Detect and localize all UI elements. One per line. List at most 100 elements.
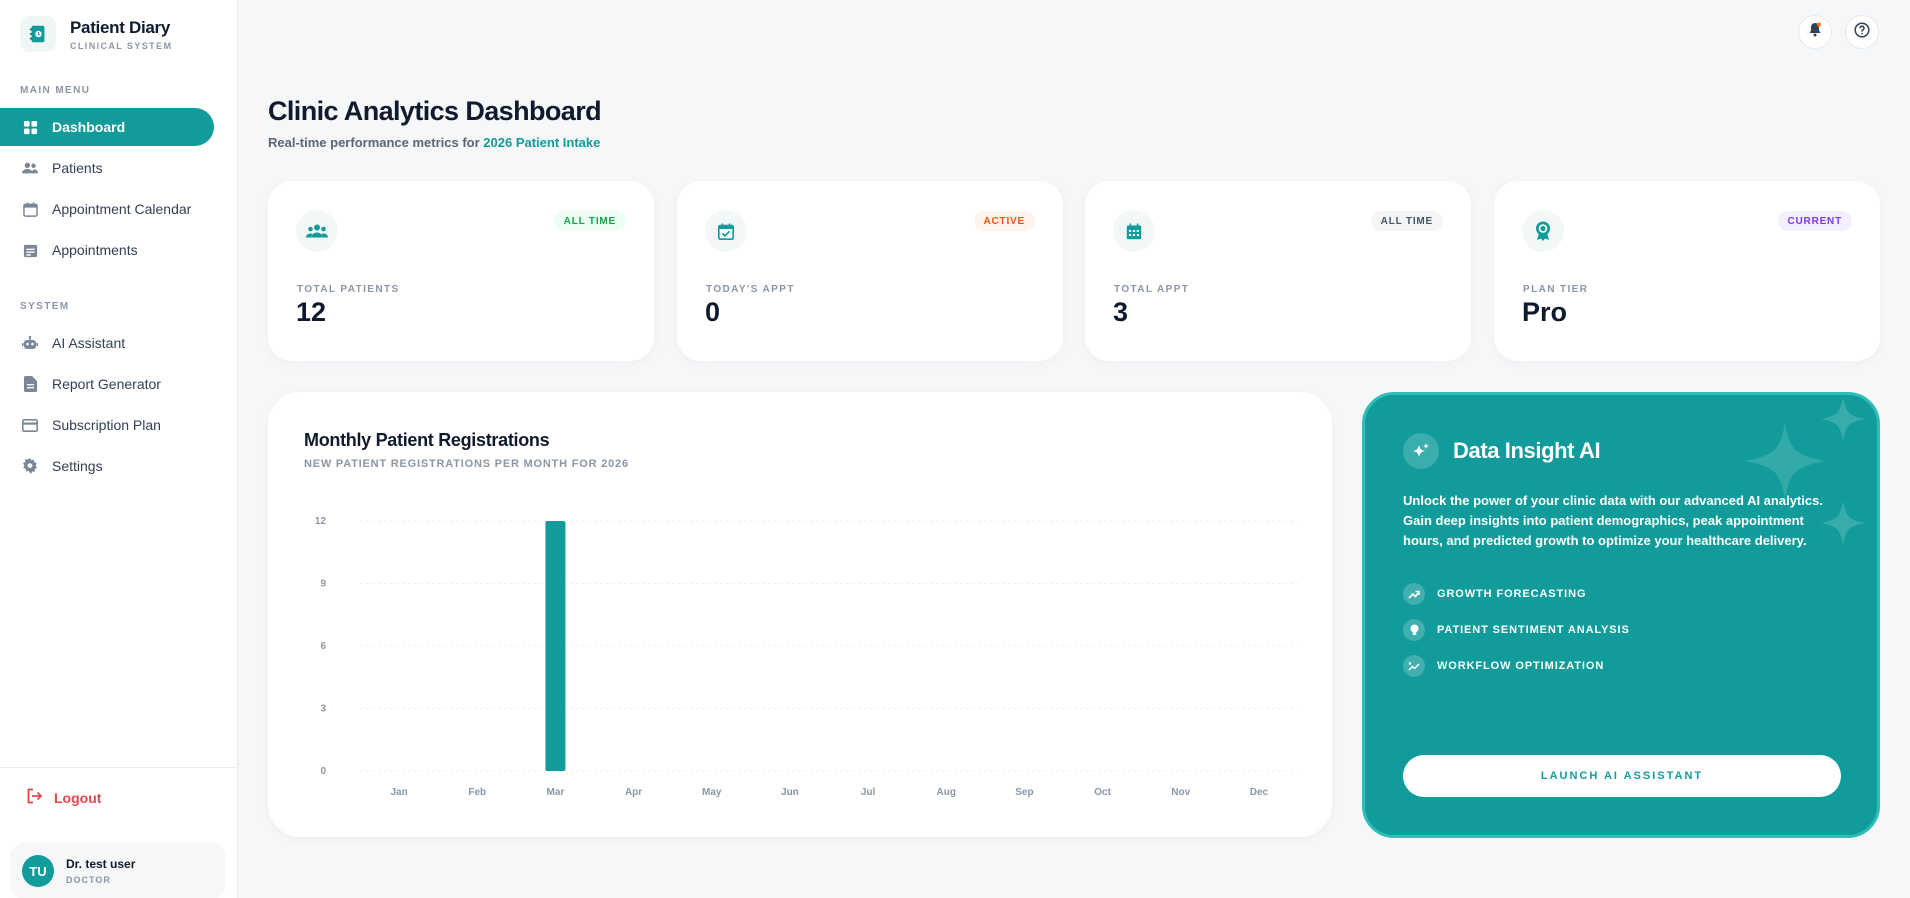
stat-label: TODAY'S APPT xyxy=(706,284,795,295)
monthly-registrations-chart-card: Monthly Patient Registrations NEW PATIEN… xyxy=(268,392,1332,837)
x-tick-label: May xyxy=(702,787,722,798)
trend-up-icon xyxy=(1403,583,1425,605)
sidebar-item-dashboard[interactable]: Dashboard xyxy=(0,108,214,146)
calendar-grid-icon xyxy=(1113,210,1155,252)
people-icon xyxy=(22,160,38,176)
document-icon xyxy=(22,376,38,392)
y-tick-label: 3 xyxy=(320,704,326,715)
sidebar-item-settings[interactable]: Settings xyxy=(0,447,214,485)
y-tick-label: 0 xyxy=(320,766,326,777)
stat-label: TOTAL APPT xyxy=(1114,284,1190,295)
sidebar-item-subscription-plan[interactable]: Subscription Plan xyxy=(0,406,214,444)
bell-icon xyxy=(1808,22,1822,42)
calendar-check-icon xyxy=(705,210,747,252)
sidebar-item-appointments[interactable]: Appointments xyxy=(0,231,214,269)
ai-feature-workflow-optimization: WORKFLOW OPTIMIZATION xyxy=(1403,655,1604,677)
status-badge: CURRENT xyxy=(1777,211,1852,231)
ai-feature-label: GROWTH FORECASTING xyxy=(1437,588,1587,600)
x-tick-label: Jul xyxy=(861,787,876,798)
sidebar: Patient Diary CLINICAL SYSTEM MAIN MENU … xyxy=(0,0,238,898)
main-menu-label: MAIN MENU xyxy=(20,85,91,96)
page-subtitle-highlight[interactable]: 2026 Patient Intake xyxy=(483,135,601,150)
stat-card-total-appt: ALL TIME TOTAL APPT 3 xyxy=(1085,181,1471,361)
credit-card-icon xyxy=(22,417,38,433)
ai-card-header: Data Insight AI xyxy=(1403,433,1601,469)
user-name: Dr. test user xyxy=(66,857,136,871)
user-profile-card[interactable]: TU Dr. test user DOCTOR xyxy=(10,843,226,898)
x-tick-label: Nov xyxy=(1171,787,1190,798)
x-tick-label: Apr xyxy=(625,787,642,798)
x-tick-label: Feb xyxy=(468,787,486,798)
stat-value: Pro xyxy=(1522,297,1568,327)
x-tick-label: Dec xyxy=(1250,787,1269,798)
ai-feature-label: PATIENT SENTIMENT ANALYSIS xyxy=(1437,624,1630,636)
sidebar-item-label: Report Generator xyxy=(52,376,161,392)
x-tick-label: Jan xyxy=(390,787,407,798)
grid-icon xyxy=(22,119,38,135)
sidebar-item-patients[interactable]: Patients xyxy=(0,149,214,187)
help-button[interactable] xyxy=(1845,15,1879,49)
x-tick-label: Jun xyxy=(781,787,799,798)
stat-label: PLAN TIER xyxy=(1523,284,1589,295)
diary-logo-icon xyxy=(20,16,56,52)
logout-icon xyxy=(26,788,43,807)
sidebar-item-label: Patients xyxy=(52,160,103,176)
stat-card-todays-appt: ACTIVE TODAY'S APPT 0 xyxy=(677,181,1063,361)
page-subtitle-prefix: Real-time performance metrics for xyxy=(268,135,484,150)
stat-value: 0 xyxy=(705,297,721,327)
ai-card-description: Unlock the power of your clinic data wit… xyxy=(1403,493,1823,548)
help-icon xyxy=(1854,21,1870,43)
user-role: DOCTOR xyxy=(66,875,111,885)
data-insight-ai-card: Data Insight AI Unlock the power of your… xyxy=(1362,392,1880,838)
lightbulb-icon xyxy=(1403,619,1425,641)
y-tick-label: 12 xyxy=(315,516,327,527)
y-tick-label: 9 xyxy=(320,579,326,590)
stat-value: 3 xyxy=(1113,297,1129,327)
sidebar-item-label: Appointments xyxy=(52,242,138,258)
status-badge: ACTIVE xyxy=(973,211,1035,231)
sidebar-item-label: Settings xyxy=(52,458,103,474)
ai-feature-patient-sentiment-analysis: PATIENT SENTIMENT ANALYSIS xyxy=(1403,619,1630,641)
sidebar-item-ai-assistant[interactable]: AI Assistant xyxy=(0,324,214,362)
x-tick-label: Mar xyxy=(547,787,565,798)
chart-subtitle: NEW PATIENT REGISTRATIONS PER MONTH FOR … xyxy=(304,458,629,470)
launch-ai-assistant-button[interactable]: LAUNCH AI ASSISTANT xyxy=(1403,755,1841,797)
brand-subtitle: CLINICAL SYSTEM xyxy=(70,40,173,51)
award-icon xyxy=(1522,210,1564,252)
sidebar-item-label: AI Assistant xyxy=(52,335,126,351)
sidebar-item-appointment-calendar[interactable]: Appointment Calendar xyxy=(0,190,214,228)
y-tick-label: 6 xyxy=(320,641,326,652)
stat-value: 12 xyxy=(296,297,327,327)
list-calendar-icon xyxy=(22,242,38,258)
x-tick-label: Sep xyxy=(1015,787,1033,798)
stat-card-plan-tier: CURRENT PLAN TIER Pro xyxy=(1494,181,1880,361)
robot-icon xyxy=(22,335,38,351)
system-label: SYSTEM xyxy=(20,301,70,312)
sidebar-item-label: Subscription Plan xyxy=(52,417,161,433)
sidebar-item-report-generator[interactable]: Report Generator xyxy=(0,365,214,403)
brand[interactable]: Patient Diary CLINICAL SYSTEM xyxy=(20,16,172,52)
calendar-icon xyxy=(22,201,38,217)
logout-button[interactable]: Logout xyxy=(26,788,101,807)
bar xyxy=(545,521,566,771)
stat-label: TOTAL PATIENTS xyxy=(297,284,400,295)
ai-feature-growth-forecasting: GROWTH FORECASTING xyxy=(1403,583,1586,605)
status-badge: ALL TIME xyxy=(1370,211,1443,231)
ai-card-title: Data Insight AI xyxy=(1453,438,1601,463)
ai-feature-label: WORKFLOW OPTIMIZATION xyxy=(1437,660,1605,672)
page-title: Clinic Analytics Dashboard xyxy=(268,96,602,126)
x-tick-label: Oct xyxy=(1094,787,1111,798)
gear-icon xyxy=(22,458,38,474)
bar-chart: 0 3 6 9 12 Jan Feb Mar Apr May Jun Jul Aug Sep Oct Nov D… xyxy=(315,516,1298,798)
sparkle-decoration-icon xyxy=(1745,397,1865,545)
chart-title: Monthly Patient Registrations xyxy=(304,430,550,450)
notifications-button[interactable] xyxy=(1798,15,1832,49)
avatar: TU xyxy=(22,855,54,887)
page-subtitle: Real-time performance metrics for 2026 P… xyxy=(268,135,600,150)
sidebar-item-label: Appointment Calendar xyxy=(52,201,192,217)
sidebar-item-label: Dashboard xyxy=(52,119,126,135)
brand-title: Patient Diary xyxy=(70,17,171,37)
logout-label: Logout xyxy=(54,789,102,806)
x-tick-label: Aug xyxy=(937,787,956,798)
stat-card-total-patients: ALL TIME TOTAL PATIENTS 12 xyxy=(268,181,654,361)
